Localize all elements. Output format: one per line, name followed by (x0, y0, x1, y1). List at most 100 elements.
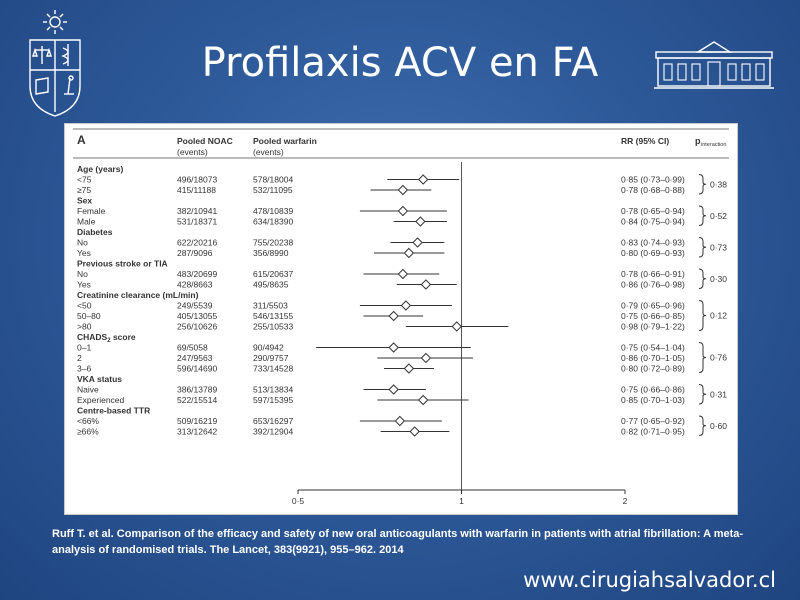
citation-text: Ruff T. et al. Comparison of the efficac… (52, 528, 744, 556)
forest-plot-figure: A Pooled NOAC (events) Pooled warfarin (even… (64, 123, 738, 515)
rr-diamond (397, 205, 409, 217)
scales-icon (32, 46, 52, 64)
warfarin-events: 653/16297 (253, 416, 293, 426)
warfarin-events: 615/20637 (253, 269, 293, 279)
panel-label: A (77, 133, 86, 147)
p-header: p (695, 136, 701, 146)
noac-events: 69/5058 (177, 343, 208, 353)
subgroup-header: VKA status (77, 374, 122, 384)
noac-events: 249/5539 (177, 301, 213, 311)
p-interaction-value: 0·76 (710, 353, 727, 363)
row-label: ≥66% (77, 427, 99, 437)
rr-diamond (394, 415, 406, 427)
caduceus-icon (61, 44, 69, 66)
row-label: 2 (77, 353, 82, 363)
subgroup-header-label: Centre-based TTR (77, 406, 150, 416)
subgroup-header: Sex (77, 196, 92, 206)
row-label: 3–6 (77, 364, 91, 374)
rr-diamond (417, 174, 429, 185)
slide-title: Profilaxis ACV en FA (201, 40, 599, 86)
noac-events: 313/12642 (177, 427, 217, 437)
warfarin-header-sub: (events) (253, 147, 284, 157)
row-label: 0–1 (77, 343, 91, 353)
row-label: No (77, 269, 88, 279)
interaction-brace (698, 415, 707, 436)
rr-diamond (451, 321, 462, 332)
rr-ci-text: 0·77 (0·65–0·92) (621, 416, 685, 426)
row-label: ≥75 (77, 185, 91, 195)
noac-events: 596/14690 (177, 364, 217, 374)
rr-diamond (409, 426, 420, 437)
p-interaction-value: 0·52 (710, 211, 727, 221)
rr-diamond (412, 237, 423, 248)
rr-ci-text: 0·85 (0·70–1·03) (621, 395, 685, 405)
subgroup-header-label: Previous stroke or TIA (77, 259, 168, 269)
warfarin-events: 546/13155 (253, 311, 293, 321)
sun-rays-icon (43, 10, 67, 34)
rr-ci-text: 0·78 (0·66–0·91) (621, 269, 685, 279)
rr-diamond (403, 363, 415, 374)
rr-ci-text: 0·86 (0·76–0·98) (621, 280, 685, 290)
p-interaction-value: 0·38 (710, 179, 727, 189)
noac-events: 428/8663 (177, 280, 213, 290)
rr-diamond (420, 279, 432, 290)
warfarin-events: 311/5503 (253, 301, 288, 311)
warfarin-events: 578/18004 (253, 175, 293, 185)
rr-ci-text: 0·79 (0·65–0·96) (621, 301, 685, 311)
p-interaction-value: 0·30 (710, 274, 727, 284)
subgroup-header: Previous stroke or TIA (77, 259, 168, 269)
row-label: Yes (77, 280, 91, 290)
warfarin-events: 733/14528 (253, 364, 293, 374)
noac-events: 509/16219 (177, 416, 217, 426)
rr-ci-text: 0·75 (0·66–0·85) (621, 311, 685, 321)
rr-diamond (415, 216, 426, 227)
interaction-brace (698, 268, 707, 289)
warfarin-events: 90/4942 (253, 343, 284, 353)
rr-ci-text: 0·83 (0·74–0·93) (621, 238, 685, 248)
p-header-sub: interaction (701, 142, 726, 148)
subgroup-header: CHADS2 score (77, 332, 136, 344)
p-interaction-value: 0·31 (710, 389, 727, 399)
row-label: Male (77, 217, 96, 227)
university-crest-logo (29, 10, 81, 117)
row-label: No (77, 238, 88, 248)
row-label: Yes (77, 248, 91, 258)
website-url: www.cirugiahsalvador.cl (523, 568, 776, 592)
warfarin-events: 755/20238 (253, 238, 293, 248)
warfarin-events: 356/8990 (253, 248, 289, 258)
noac-events: 256/10626 (177, 322, 217, 332)
noac-events: 622/20216 (177, 238, 217, 248)
rr-ci-text: 0·80 (0·72–0·89) (621, 364, 685, 374)
rr-ci-text: 0·85 (0·73–0·99) (621, 175, 685, 185)
rr-ci-text: 0·98 (0·79–1·22) (621, 322, 685, 332)
warfarin-events: 532/11095 (253, 185, 293, 195)
rr-ci-text: 0·75 (0·66–0·86) (621, 385, 685, 395)
rr-ci-text: 0·75 (0·54–1·04) (621, 343, 685, 353)
noac-events: 287/9096 (177, 248, 213, 258)
interaction-brace (698, 205, 707, 226)
interaction-brace (698, 300, 707, 331)
warfarin-events: 513/13834 (253, 385, 293, 395)
x-tick-label: 0·5 (292, 496, 305, 506)
row-label: >80 (77, 322, 92, 332)
subgroup-header: Age (years) (77, 164, 123, 174)
p-interaction-value: 0·73 (710, 242, 727, 252)
warfarin-events: 392/12904 (253, 427, 293, 437)
row-label: <75 (77, 175, 92, 185)
subgroup-header: Diabetes (77, 227, 113, 237)
row-label: <50 (77, 301, 92, 311)
rr-ci-text: 0·80 (0·69–0·93) (621, 248, 685, 258)
subgroup-header: Creatinine clearance (mL/min) (77, 290, 199, 300)
rr-ci-text: 0·84 (0·75–0·94) (621, 217, 685, 227)
book-icon (35, 77, 49, 95)
row-label: Female (77, 206, 106, 216)
rr-ci-text: 0·78 (0·68–0·88) (621, 185, 685, 195)
rr-diamond (388, 310, 399, 322)
rr-ci-text: 0·86 (0·70–1·05) (621, 353, 685, 363)
microscope-icon (64, 75, 74, 95)
p-interaction-value: 0·12 (710, 311, 727, 321)
warfarin-events: 478/10839 (253, 206, 293, 216)
noac-events: 483/20699 (177, 269, 217, 279)
rr-ci-text: 0·82 (0·71–0·95) (621, 427, 685, 437)
interaction-brace (698, 342, 707, 373)
